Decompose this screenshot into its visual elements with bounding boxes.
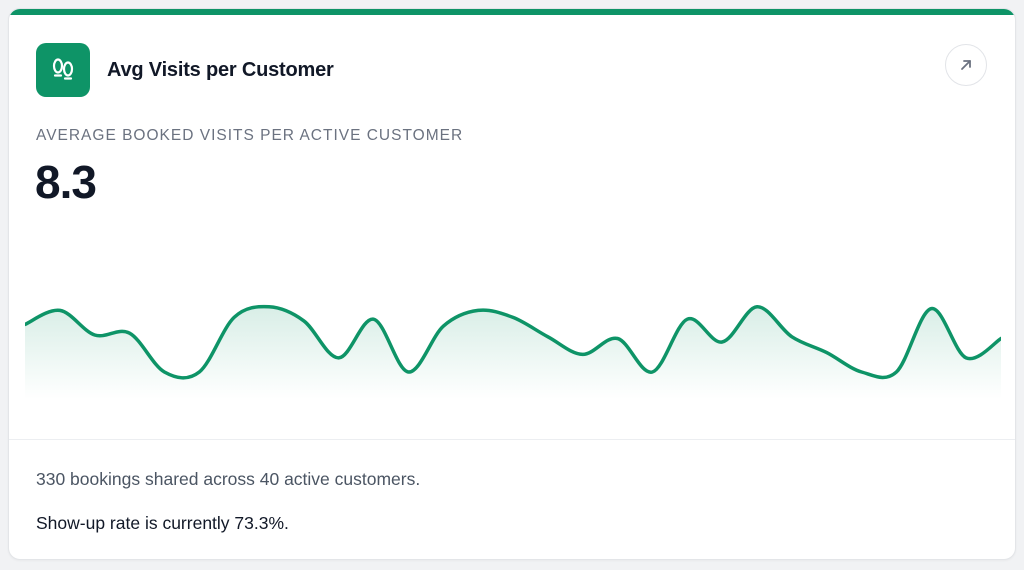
visits-sparkline — [25, 304, 1001, 399]
arrow-up-right-icon — [961, 60, 971, 70]
footprints-icon — [36, 43, 90, 97]
footer-divider — [9, 439, 1015, 440]
bookings-summary: 330 bookings shared across 40 active cus… — [36, 469, 421, 489]
open-details-button[interactable] — [945, 44, 987, 86]
metric-label: AVERAGE BOOKED VISITS PER ACTIVE CUSTOME… — [36, 127, 464, 144]
sparkline-area — [25, 306, 1001, 399]
show-up-rate: Show-up rate is currently 73.3%. — [36, 513, 289, 533]
avg-visits-card: Avg Visits per Customer AVERAGE BOOKED V… — [8, 8, 1016, 560]
card-title: Avg Visits per Customer — [107, 59, 334, 81]
sparkline-line — [25, 304, 1001, 380]
metric-value: 8.3 — [35, 156, 97, 208]
card-accent-bar — [9, 9, 1015, 15]
